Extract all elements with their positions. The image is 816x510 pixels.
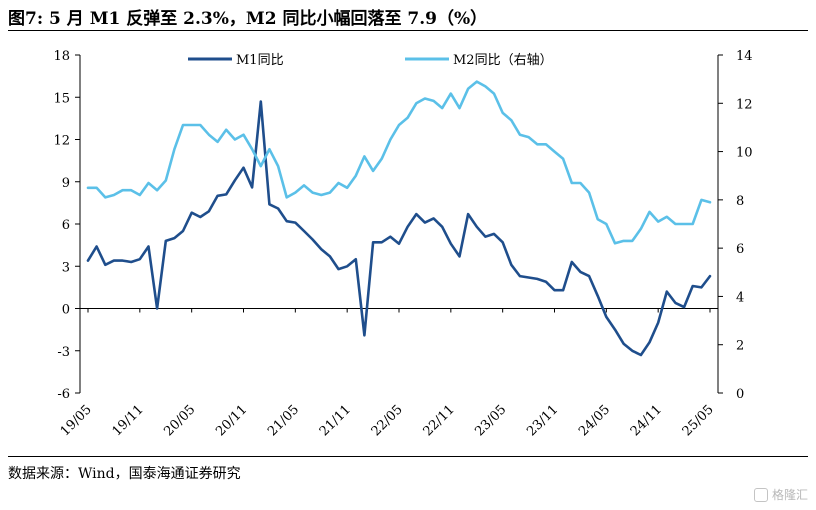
source-note: 数据来源：Wind，国泰海通证券研究 — [8, 466, 241, 482]
left-y-axis-ticks: 18 15 12 9 6 3 0 -3 -6 — [53, 49, 80, 402]
legend-label: M2同比（右轴） — [453, 53, 553, 68]
x-tick-label: 20/05 — [161, 402, 198, 439]
left-tick-label: 9 — [62, 176, 70, 191]
x-tick-label: 24/05 — [576, 402, 613, 439]
chart-legend: M1同比 M2同比（右轴） — [188, 53, 553, 68]
right-tick-label: 2 — [736, 339, 744, 354]
legend-label: M1同比 — [236, 53, 284, 68]
left-tick-label: 6 — [62, 218, 70, 233]
left-tick-label: 18 — [53, 49, 70, 64]
watermark: 格隆汇 — [753, 486, 808, 503]
left-tick-label: -3 — [57, 345, 70, 360]
right-tick-label: 6 — [736, 242, 744, 257]
chart-title: 图7: 5 月 M1 反弹至 2.3%，M2 同比小幅回落至 7.9（%） — [8, 9, 488, 29]
right-tick-label: 14 — [736, 49, 753, 64]
footer-divider — [8, 456, 808, 457]
x-tick-label: 19/05 — [58, 402, 95, 439]
left-tick-label: -6 — [57, 387, 70, 402]
right-y-axis-ticks: 14 12 10 8 6 4 2 0 — [718, 49, 753, 402]
x-tick-label: 20/11 — [213, 402, 250, 439]
left-tick-label: 12 — [53, 134, 70, 149]
left-tick-label: 15 — [53, 91, 70, 106]
right-tick-label: 12 — [736, 97, 753, 112]
x-tick-label: 24/11 — [628, 402, 665, 439]
m1-m2-line-chart: 18 15 12 9 6 3 0 -3 -6 14 12 10 8 6 4 2 0 19/05 19/11 20/… — [53, 49, 753, 439]
x-tick-label: 19/11 — [110, 402, 147, 439]
right-tick-label: 0 — [736, 387, 744, 402]
right-tick-label: 8 — [736, 194, 744, 209]
x-tick-label: 22/11 — [421, 402, 458, 439]
gelonghui-logo-icon — [753, 487, 768, 502]
x-axis-ticks: 19/05 19/11 20/05 20/11 21/05 21/11 22/05 22/11… — [58, 308, 717, 439]
left-tick-label: 0 — [62, 303, 70, 318]
m1-series-line — [86, 100, 712, 357]
x-tick-label: 23/05 — [472, 402, 509, 439]
right-tick-label: 4 — [736, 290, 744, 305]
x-tick-label: 22/05 — [369, 402, 406, 439]
x-tick-label: 21/05 — [265, 402, 302, 439]
x-tick-label: 21/11 — [317, 402, 354, 439]
watermark-text: 格隆汇 — [771, 488, 808, 502]
m2-series-line — [86, 80, 712, 245]
series-layer — [86, 80, 712, 357]
x-tick-label: 25/05 — [680, 402, 717, 439]
title-divider — [8, 30, 808, 31]
right-tick-label: 10 — [736, 146, 753, 161]
x-tick-label: 23/11 — [524, 402, 561, 439]
left-tick-label: 3 — [62, 260, 70, 275]
